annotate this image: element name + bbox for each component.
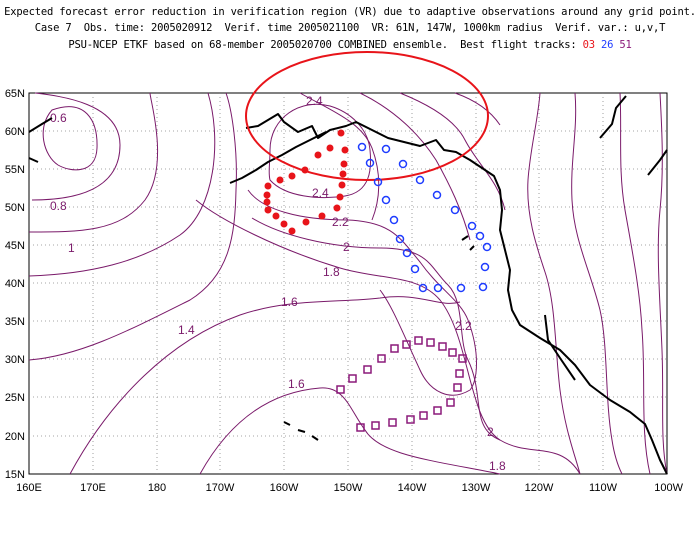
track-26-markers	[357, 142, 492, 293]
x-axis-labels: 160E 170E 180 170W 160W 150W 140W 130W 1…	[16, 482, 683, 494]
x-tick-label: 140W	[398, 482, 427, 494]
contour-label: 2.2	[332, 215, 349, 229]
contour-label: 2.4	[312, 186, 329, 200]
y-tick-label: 45N	[5, 240, 25, 252]
title-line-1: Expected forecast error reduction in ver…	[4, 6, 696, 18]
verification-region-circle	[245, 51, 489, 181]
x-tick-label: 160W	[270, 482, 299, 494]
contour-label: 1	[68, 241, 75, 255]
track-id-03: 03	[582, 39, 595, 51]
contour-label: 0.8	[50, 199, 67, 213]
contour-label: 1.6	[288, 377, 305, 391]
y-axis-labels: 65N 60N 55N 50N 45N 40N 35N 30N 25N 20N …	[5, 88, 25, 481]
contour-label: 2.4	[306, 94, 323, 108]
y-tick-label: 60N	[5, 126, 25, 138]
track-id-26: 26	[600, 39, 614, 51]
y-tick-label: 20N	[5, 431, 25, 443]
x-tick-label: 170W	[206, 482, 235, 494]
contour-label: 2	[343, 240, 350, 254]
x-tick-label: 120W	[525, 482, 554, 494]
contour-label: 1.8	[489, 459, 506, 473]
x-tick-label: 110W	[589, 482, 618, 494]
y-tick-label: 50N	[5, 202, 25, 214]
x-tick-label: 130W	[462, 482, 491, 494]
contour-lines	[28, 92, 668, 475]
contour-label: 2	[487, 425, 494, 439]
track-03-markers	[263, 129, 349, 235]
x-tick-label: 100W	[654, 482, 683, 494]
x-tick-label: 160E	[16, 482, 42, 494]
y-tick-label: 35N	[5, 316, 25, 328]
x-tick-label: 150W	[334, 482, 363, 494]
contour-label: 2.2	[455, 319, 472, 333]
title-line-3: PSU-NCEP ETKF based on 68-member 2005020…	[68, 39, 632, 51]
track-51-markers	[336, 336, 467, 432]
contour-label: 1.8	[323, 265, 340, 279]
y-tick-label: 55N	[5, 164, 25, 176]
contour-label: 1.4	[178, 323, 195, 337]
y-tick-label: 40N	[5, 278, 25, 290]
contour-label: 1.6	[281, 295, 298, 309]
contour-labels: 0.6 0.8 1 1.4 1.6 1.6 1.8 2 2 2.2 2.2 2.…	[50, 94, 506, 473]
y-tick-label: 30N	[5, 354, 25, 366]
y-tick-label: 65N	[5, 88, 25, 100]
contour-label: 0.6	[50, 111, 67, 125]
x-tick-label: 180	[148, 482, 166, 494]
title-line-2: Case 7 Obs. time: 2005020912 Verif. time…	[34, 22, 666, 34]
y-tick-label: 25N	[5, 392, 25, 404]
track-id-51: 51	[619, 39, 632, 51]
y-tick-label: 15N	[5, 469, 25, 481]
x-tick-label: 170E	[80, 482, 106, 494]
